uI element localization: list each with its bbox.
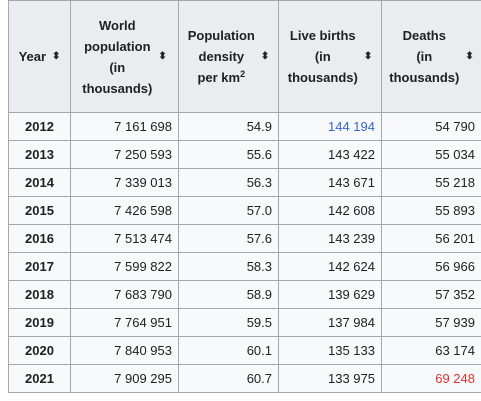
sort-updown-icon[interactable]: ⬍ [260,50,270,62]
cell-population: 7 909 295 [70,364,179,393]
cell-density: 58.3 [178,252,279,281]
cell-deaths: 63 174 [381,336,481,365]
cell-births: 143 671 [278,168,382,197]
header-live-births[interactable]: Live births (in thousands) ⬍ [278,0,382,113]
cell-population: 7 840 953 [70,336,179,365]
header-world-population[interactable]: World population (in thousands) ⬍ [70,0,179,113]
cell-births: 142 624 [278,252,382,281]
cell-year: 2014 [8,168,71,197]
cell-year: 2013 [8,140,71,169]
cell-deaths: 57 352 [381,280,481,309]
world-population-table: Year ⬍ World population (in thousands) ⬍ [8,0,481,393]
cell-births: 142 608 [278,196,382,225]
cell-births-link[interactable]: 144 194 [278,112,382,141]
cell-deaths: 56 966 [381,252,481,281]
cell-births: 143 422 [278,140,382,169]
cell-year: 2018 [8,280,71,309]
header-row: Year ⬍ World population (in thousands) ⬍ [8,0,481,113]
cell-births: 137 984 [278,308,382,337]
cell-density: 57.0 [178,196,279,225]
cell-population: 7 764 951 [70,308,179,337]
cell-deaths: 55 893 [381,196,481,225]
cell-population: 7 250 593 [70,140,179,169]
cell-year: 2017 [8,252,71,281]
cell-population: 7 339 013 [70,168,179,197]
cell-density: 54.9 [178,112,279,141]
header-population-density[interactable]: Population density per km2 ⬍ [178,0,279,113]
table-row: 2021 7 909 295 60.7 133 975 69 248 [8,364,481,393]
cell-deaths: 54 790 [381,112,481,141]
header-population-density-label: Population density per km2 [187,28,255,85]
cell-year: 2015 [8,196,71,225]
cell-deaths: 56 201 [381,224,481,253]
cell-population: 7 426 598 [70,196,179,225]
cell-deaths: 55 218 [381,168,481,197]
table-row: 2015 7 426 598 57.0 142 608 55 893 [8,196,481,225]
header-world-population-label: World population (in thousands) [82,17,153,96]
cell-density: 59.5 [178,308,279,337]
cell-births: 135 133 [278,336,382,365]
cell-density: 57.6 [178,224,279,253]
cell-deaths-highlight: 69 248 [381,364,481,393]
header-deaths[interactable]: Deaths (in thousands) ⬍ [381,0,481,113]
header-year[interactable]: Year ⬍ [8,0,71,113]
header-live-births-label: Live births (in thousands) [287,28,358,85]
cell-births: 133 975 [278,364,382,393]
table-row: 2016 7 513 474 57.6 143 239 56 201 [8,224,481,253]
cell-density: 60.7 [178,364,279,393]
table-row: 2019 7 764 951 59.5 137 984 57 939 [8,308,481,337]
cell-year: 2016 [8,224,71,253]
sort-updown-icon[interactable]: ⬍ [158,50,167,62]
cell-population: 7 513 474 [70,224,179,253]
table-row: 2014 7 339 013 56.3 143 671 55 218 [8,168,481,197]
cell-year: 2020 [8,336,71,365]
cell-population: 7 683 790 [70,280,179,309]
cell-density: 55.6 [178,140,279,169]
cell-density: 58.9 [178,280,279,309]
table-body: 2012 7 161 698 54.9 144 194 54 790 2013 … [8,112,481,393]
cell-deaths: 55 034 [381,140,481,169]
table-row: 2020 7 840 953 60.1 135 133 63 174 [8,336,481,365]
sort-updown-icon[interactable]: ⬍ [465,50,474,62]
cell-population: 7 161 698 [70,112,179,141]
table-row: 2018 7 683 790 58.9 139 629 57 352 [8,280,481,309]
header-year-label: Year [18,49,47,64]
cell-population: 7 599 822 [70,252,179,281]
cell-density: 56.3 [178,168,279,197]
cell-year: 2012 [8,112,71,141]
cell-density: 60.1 [178,336,279,365]
cell-year: 2019 [8,308,71,337]
table-row: 2013 7 250 593 55.6 143 422 55 034 [8,140,481,169]
header-deaths-label: Deaths (in thousands) [389,28,460,85]
sort-updown-icon[interactable]: ⬍ [52,50,61,62]
table-row: 2017 7 599 822 58.3 142 624 56 966 [8,252,481,281]
cell-deaths: 57 939 [381,308,481,337]
cell-births: 143 239 [278,224,382,253]
cell-year: 2021 [8,364,71,393]
table-row: 2012 7 161 698 54.9 144 194 54 790 [8,112,481,141]
cell-births: 139 629 [278,280,382,309]
sort-updown-icon[interactable]: ⬍ [363,50,373,62]
